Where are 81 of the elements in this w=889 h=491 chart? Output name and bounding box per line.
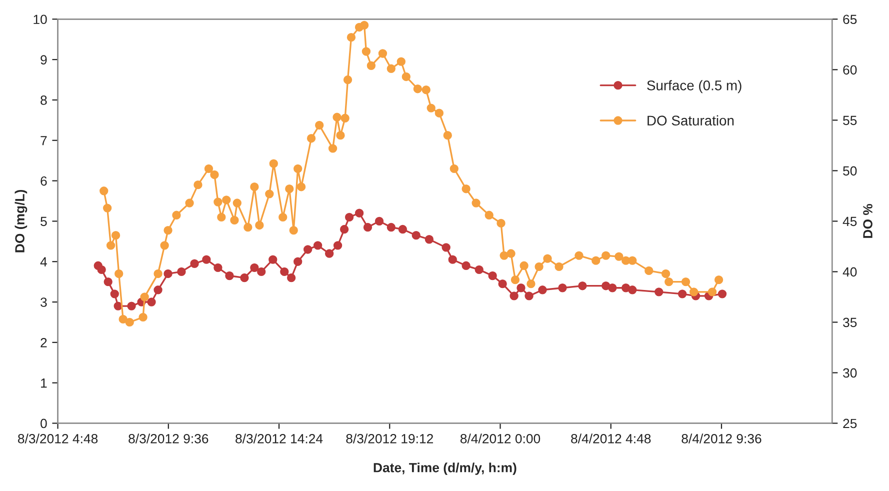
- point: [97, 265, 106, 274]
- point: [190, 259, 199, 268]
- point: [654, 288, 664, 296]
- y-tick-label: 6: [40, 176, 47, 186]
- point: [578, 282, 587, 290]
- y-tick-label: 8: [40, 96, 47, 105]
- legend-label: DO Saturation: [648, 115, 734, 126]
- x-tick-label: 8/3/2012 9:36: [128, 434, 208, 444]
- y-tick-label: 10: [34, 14, 47, 24]
- x-tick-label: 8/3/2012 4:48: [18, 434, 98, 444]
- point: [524, 292, 534, 300]
- point: [154, 286, 162, 294]
- x-tick-label: 8/3/2012 19:12: [346, 434, 433, 444]
- point: [324, 249, 334, 258]
- point: [344, 212, 354, 222]
- point: [386, 222, 396, 232]
- y-tick-label: 4: [40, 257, 47, 266]
- point: [474, 265, 484, 274]
- point: [225, 271, 234, 280]
- point: [104, 277, 112, 286]
- point: [280, 267, 289, 276]
- y2-axis-title: DO %: [863, 204, 872, 238]
- point: [628, 286, 637, 294]
- y2-tick-label: 65: [843, 14, 857, 24]
- y2-tick-label: 25: [843, 418, 857, 428]
- y-tick-label: 7: [40, 136, 47, 146]
- point: [510, 292, 518, 300]
- point: [448, 255, 457, 264]
- point: [214, 263, 222, 272]
- point: [498, 279, 507, 288]
- y-tick-label: 2: [40, 338, 47, 348]
- y2-tick-label: 55: [843, 116, 857, 126]
- point: [250, 263, 259, 272]
- point: [257, 267, 266, 276]
- point: [442, 243, 450, 252]
- point: [268, 255, 278, 264]
- point: [462, 261, 470, 270]
- y2-tick-label: 45: [842, 216, 857, 226]
- point: [363, 222, 372, 232]
- point: [398, 224, 408, 234]
- x-tick-label: 8/3/2012 14:24: [236, 434, 323, 444]
- y2-tick-label: 50: [843, 166, 857, 176]
- x-axis-title: Date, Time (d/m/y, h:m): [374, 462, 516, 475]
- point: [538, 286, 547, 294]
- point: [164, 269, 172, 278]
- point: [412, 231, 420, 240]
- y-tick-label: 9: [40, 55, 47, 64]
- point: [202, 255, 211, 264]
- point: [608, 284, 617, 292]
- point: [294, 257, 302, 266]
- point: [110, 290, 119, 298]
- y-tick-label: 3: [40, 298, 47, 307]
- legend-label: Surface (0.5 m): [647, 80, 742, 94]
- y-axis-title: DO (mg/L): [14, 190, 28, 252]
- point: [333, 241, 342, 250]
- point: [240, 273, 249, 282]
- point: [340, 224, 349, 234]
- x-tick-label: 8/4/2012 4:48: [571, 434, 651, 444]
- point: [374, 216, 384, 226]
- y2-tick-label: 40: [842, 267, 857, 277]
- point: [424, 235, 434, 244]
- x-tick-label: 8/4/2012 9:36: [682, 434, 762, 444]
- y2-tick-label: 60: [843, 65, 857, 75]
- point: [354, 208, 364, 218]
- y-tick-label: 1: [41, 378, 47, 388]
- point: [678, 290, 687, 298]
- point: [516, 284, 526, 292]
- point: [558, 284, 567, 292]
- y-tick-label: 0: [40, 418, 47, 428]
- point: [718, 290, 727, 298]
- point: [177, 267, 186, 276]
- point: [313, 241, 322, 250]
- y-tick-label: 5: [40, 216, 47, 226]
- point: [127, 302, 136, 310]
- point: [147, 298, 156, 306]
- y2-tick-label: 30: [843, 368, 857, 378]
- y2-tick-label: 35: [843, 318, 857, 328]
- x-tick-label: 8/4/2012 0:00: [460, 434, 540, 444]
- point: [303, 245, 312, 254]
- point: [488, 271, 497, 280]
- point: [286, 273, 296, 282]
